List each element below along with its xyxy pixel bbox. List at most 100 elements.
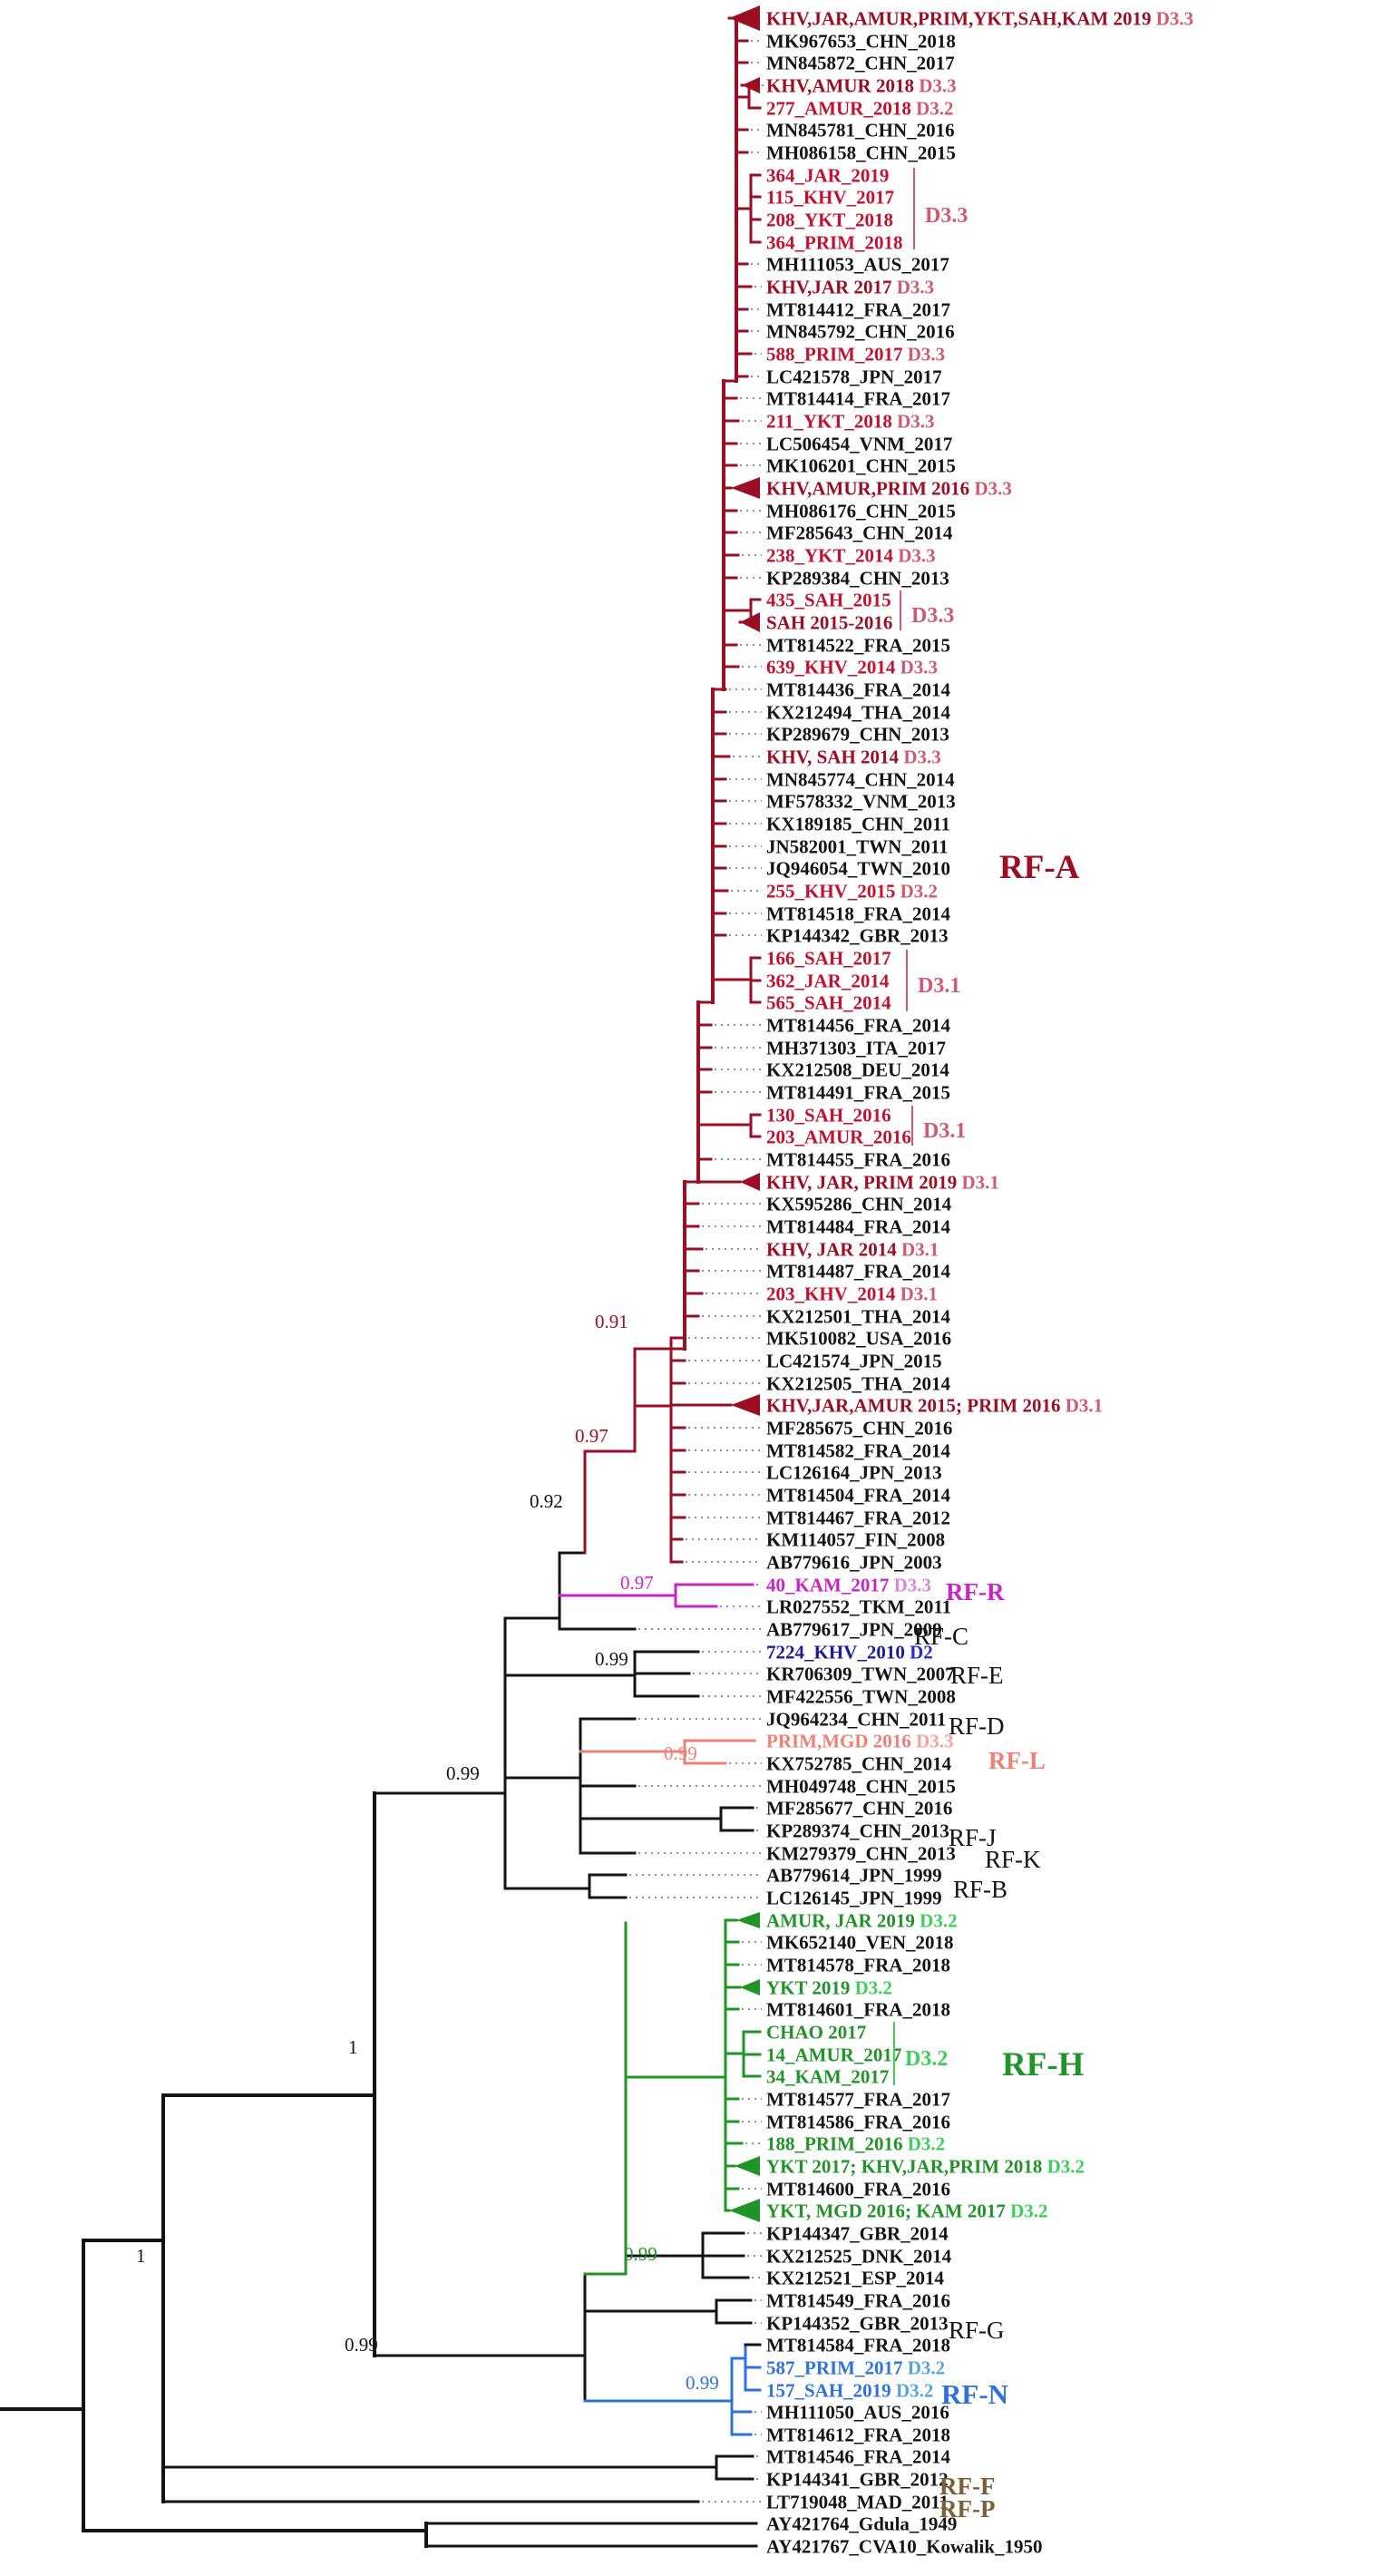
taxon-label: KX212501_THA_2014 (766, 1306, 951, 1328)
collapsed-clade-triangle (740, 612, 760, 632)
support-value: 0.99 (595, 1648, 628, 1670)
taxon-label: MT814467_FRA_2012 (766, 1508, 950, 1529)
taxon-label: 364_PRIM_2018 (766, 232, 903, 254)
taxon-label: MN845774_CHN_2014 (766, 769, 955, 791)
taxon-label: MH049748_CHN_2015 (766, 1776, 956, 1798)
taxon-label: MT814455_FRA_2016 (766, 1149, 950, 1171)
subclade-annotation: D3.3 (911, 604, 954, 628)
taxon-label: 364_JAR_2019 (766, 165, 889, 187)
taxon-label: LC126145_JPN_1999 (766, 1888, 942, 1909)
taxon-label: MT814487_FRA_2014 (766, 1261, 950, 1283)
taxon-label: KX212505_THA_2014 (766, 1373, 951, 1395)
taxon-label: 587_PRIM_2017 D3.2 (766, 2357, 945, 2379)
collapsed-clade-triangle (729, 2199, 760, 2222)
taxon-label: MT814518_FRA_2014 (766, 903, 950, 925)
taxon-label: LR027552_TKM_2011 (766, 1596, 951, 1618)
taxon-label: 115_KHV_2017 (766, 187, 894, 209)
taxon-label: MN845872_CHN_2017 (766, 53, 955, 74)
support-value: 0.99 (345, 2334, 378, 2356)
subclade-annotation: D3.1 (923, 1119, 966, 1143)
taxon-label: 255_KHV_2015 D3.2 (766, 881, 938, 903)
taxon-label: KP144341_GBR_2012 (766, 2469, 949, 2491)
taxon-label: MT814546_FRA_2014 (766, 2446, 950, 2468)
taxon-label: JN582001_TWN_2011 (766, 836, 949, 858)
taxon-label: MF422556_TWN_2008 (766, 1686, 956, 1708)
taxon-label: KX212521_ESP_2014 (766, 2268, 945, 2289)
taxon-label: KHV,JAR,AMUR,PRIM,YKT,SAH,KAM 2019 D3.3 (766, 8, 1193, 30)
taxon-label: KR706309_TWN_2007 (766, 1664, 955, 1685)
taxon-label: AY421767_CVA10_Kowalik_1950 (766, 2536, 1043, 2558)
taxon-label: MT814601_FRA_2018 (766, 1999, 950, 2021)
clade-label: RF-R (946, 1578, 1005, 1605)
support-value: 0.99 (446, 1762, 480, 1784)
taxon-label: MT814586_FRA_2016 (766, 2112, 950, 2133)
taxon-label: JQ964234_CHN_2011 (766, 1709, 946, 1731)
taxon-label: 34_KAM_2017 (766, 2066, 889, 2088)
taxon-label: LT719048_MAD_2011 (766, 2492, 949, 2513)
taxon-label: 203_AMUR_2016 (766, 1127, 911, 1148)
taxon-label: KHV,AMUR 2018 D3.3 (766, 75, 957, 97)
taxon-label: MT814582_FRA_2014 (766, 1440, 950, 1462)
taxon-label: KP289374_CHN_2013 (766, 1820, 949, 1842)
collapsed-clade-triangle (735, 2156, 760, 2176)
support-value: 0.99 (624, 2243, 657, 2265)
taxon-label: 362_JAR_2014 (766, 971, 890, 992)
collapsed-clade-triangle (742, 77, 760, 93)
clade-label: RF-J (949, 1824, 997, 1851)
support-value: 0.97 (620, 1572, 654, 1594)
subclade-annotation: D3.3 (925, 204, 968, 228)
taxon-label: 130_SAH_2016 (766, 1105, 891, 1127)
support-value: 1 (348, 2036, 358, 2058)
clade-label: RF-D (949, 1712, 1005, 1740)
taxon-label: AY421764_Gdula_1949 (766, 2513, 957, 2535)
collapsed-clade-triangle (740, 1173, 760, 1191)
taxon-label: MF285643_CHN_2014 (766, 522, 953, 544)
clade-label: RF-E (950, 1662, 1004, 1689)
taxon-label: 40_KAM_2017 D3.3 (766, 1575, 931, 1596)
support-value: 0.97 (575, 1425, 608, 1447)
taxon-label: AB779617_JPN_2009 (766, 1619, 942, 1641)
taxon-label: JQ946054_TWN_2010 (766, 858, 950, 880)
taxon-label: 565_SAH_2014 (766, 992, 891, 1014)
taxon-label: 277_AMUR_2018 D3.2 (766, 98, 954, 120)
taxon-label: MN845781_CHN_2016 (766, 120, 955, 141)
taxon-label: LC506454_VNM_2017 (766, 434, 952, 455)
support-value: 0.91 (595, 1311, 628, 1332)
taxon-label: MK106201_CHN_2015 (766, 455, 956, 477)
taxon-label: AB779614_JPN_1999 (766, 1865, 942, 1887)
clade-label: RF-A (999, 849, 1080, 886)
taxon-label: KX212508_DEU_2014 (766, 1059, 949, 1081)
taxon-label: 435_SAH_2015 (766, 590, 891, 611)
taxon-label: KHV, JAR 2014 D3.1 (766, 1239, 939, 1261)
clade-label: RF-N (941, 2378, 1008, 2410)
taxon-label: YKT, MGD 2016; KAM 2017 D3.2 (766, 2200, 1048, 2222)
taxon-label: KP289384_CHN_2013 (766, 568, 949, 590)
taxon-label: 157_SAH_2019 D3.2 (766, 2380, 933, 2402)
taxon-label: KP144352_GBR_2013 (766, 2313, 949, 2335)
subclade-annotation: D3.2 (905, 2047, 948, 2071)
taxon-label: KHV, JAR, PRIM 2019 D3.1 (766, 1172, 999, 1194)
collapsed-clade-triangle (736, 1912, 760, 1928)
collapsed-clade-triangle (740, 1979, 760, 1995)
support-value: 0.99 (664, 1742, 697, 1764)
taxon-label: 7224_KHV_2010 D2 (766, 1642, 933, 1664)
taxon-label: MH371303_ITA_2017 (766, 1038, 946, 1059)
taxon-label: MT814456_FRA_2014 (766, 1015, 950, 1037)
taxon-label: MT814522_FRA_2015 (766, 635, 950, 657)
taxon-label: KHV,JAR,AMUR 2015; PRIM 2016 D3.1 (766, 1395, 1103, 1417)
collapsed-clade-triangle (731, 1394, 760, 1416)
clade-label: RF-H (1002, 2046, 1085, 2083)
taxon-label: MH111053_AUS_2017 (766, 254, 949, 276)
taxon-label: 639_KHV_2014 D3.3 (766, 657, 938, 678)
clade-label: RF-B (953, 1876, 1007, 1903)
taxon-label: KHV, SAH 2014 D3.3 (766, 746, 941, 768)
taxon-label: AMUR, JAR 2019 D3.2 (766, 1910, 958, 1932)
subclade-annotation: D3.1 (918, 974, 960, 998)
taxon-label: 188_PRIM_2016 D3.2 (766, 2133, 945, 2155)
taxon-label: 208_YKT_2018 (766, 210, 893, 231)
clade-label: RF-P (939, 2495, 995, 2522)
taxon-label: MT814549_FRA_2016 (766, 2290, 950, 2312)
support-value: 0.92 (530, 1490, 563, 1512)
support-value: 1 (136, 2245, 146, 2267)
